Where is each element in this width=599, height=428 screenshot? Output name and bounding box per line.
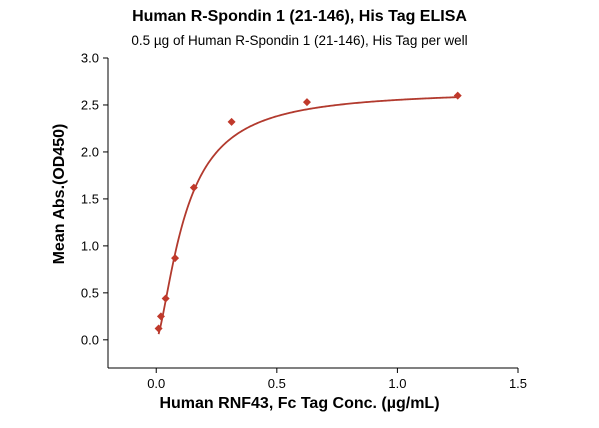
x-tick-label: 0.5	[268, 376, 286, 391]
y-tick-label: 0.5	[81, 285, 99, 300]
y-axis-label: Mean Abs.(OD450)	[51, 123, 68, 265]
data-point	[154, 324, 163, 333]
axes	[107, 58, 518, 369]
data-point	[453, 91, 462, 100]
y-tick-label: 1.5	[81, 191, 99, 206]
data-point	[156, 312, 165, 321]
data-points	[154, 91, 462, 333]
chart-subtitle: 0.5 µg of Human R-Spondin 1 (21-146), Hi…	[131, 33, 468, 48]
y-tick-label: 2.0	[81, 144, 99, 159]
x-axis-label: Human RNF43, Fc Tag Conc. (µg/mL)	[159, 395, 440, 412]
data-point	[302, 98, 311, 107]
y-tick-label: 1.0	[81, 238, 99, 253]
x-tick-label: 1.5	[509, 376, 527, 391]
y-tick-label: 0.0	[81, 332, 99, 347]
y-tick-label: 2.5	[81, 97, 99, 112]
x-tick-label: 1.0	[388, 376, 406, 391]
y-axis-ticks: 0.0 0.5 1.0 1.5 2.0 2.5 3.0	[81, 51, 108, 347]
x-tick-label: 0.0	[147, 376, 165, 391]
chart-title: Human R-Spondin 1 (21-146), His Tag ELIS…	[132, 8, 467, 25]
y-tick-label: 3.0	[81, 51, 99, 66]
data-point	[171, 254, 180, 263]
data-point	[189, 183, 198, 192]
data-point	[227, 117, 236, 126]
fit-curve	[157, 96, 458, 335]
data-point	[161, 294, 170, 303]
x-axis-ticks: 0.0 0.5 1.0 1.5	[147, 368, 527, 391]
